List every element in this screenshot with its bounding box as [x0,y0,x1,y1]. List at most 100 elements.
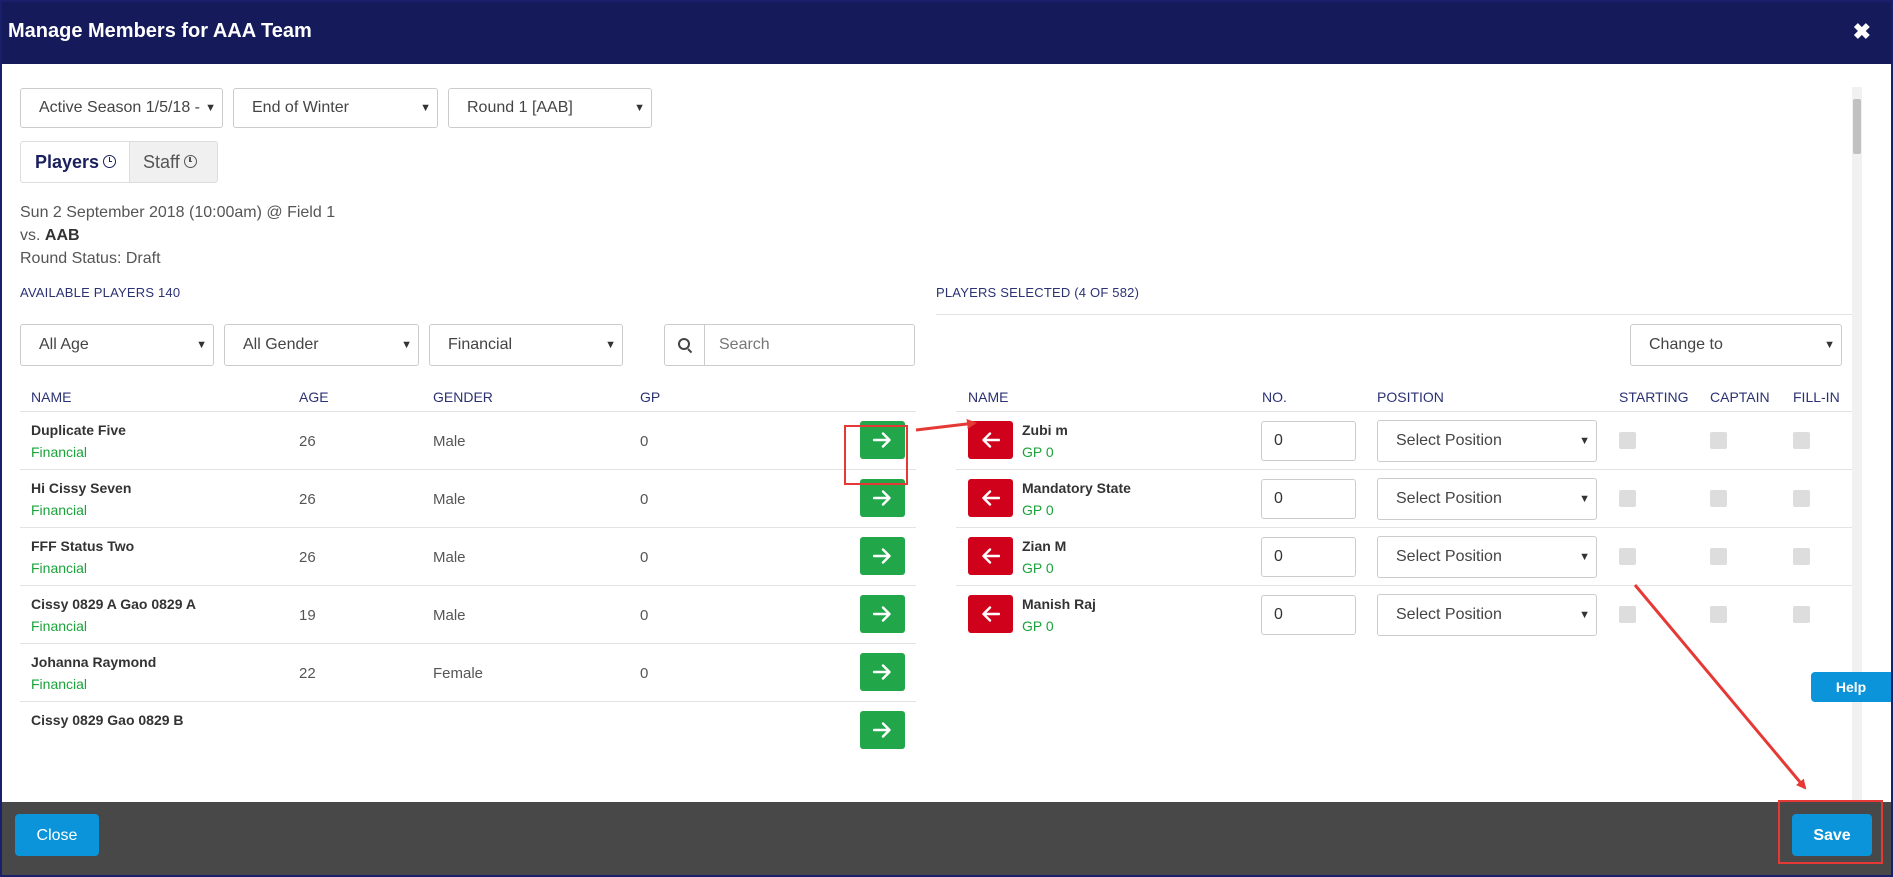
position-select[interactable]: Select Position ▼ [1377,420,1597,462]
arrow-left-icon [982,548,1000,564]
column-header-gender: GENDER [433,389,493,405]
position-select[interactable]: Select Position ▼ [1377,594,1597,636]
remove-player-button[interactable] [968,479,1013,517]
player-name: Cissy 0829 Gao 0829 B [31,712,184,728]
player-gender: Female [433,665,484,682]
player-gp: 0 [640,491,649,508]
add-player-button[interactable] [860,537,905,575]
arrow-right-icon [873,548,891,564]
add-player-button[interactable] [860,653,905,691]
match-opponent-line: vs. AAB [20,227,80,245]
player-number-input[interactable] [1261,421,1356,461]
starting-checkbox[interactable] [1619,432,1636,449]
modal-header: Manage Members for AAA Team ✖ [2,2,1891,64]
arrow-right-icon [873,664,891,680]
position-select[interactable]: Select Position ▼ [1377,536,1597,578]
column-header-position: POSITION [1377,389,1444,405]
tab-players[interactable]: Players [20,141,130,183]
player-gp: 0 [640,549,649,566]
player-number-input[interactable] [1261,537,1356,577]
column-header-name: NAME [31,389,72,405]
column-header-gp: GP [640,389,661,405]
player-gp: 0 [640,433,649,450]
divider [936,314,1852,315]
player-gender: Male [433,491,466,508]
age-filter-select[interactable]: All Age ▼ [20,324,214,366]
arrow-right-icon [873,606,891,622]
selected-player-name: Manish Raj [1022,596,1096,612]
clock-icon [183,154,197,168]
starting-checkbox[interactable] [1619,548,1636,565]
starting-checkbox[interactable] [1619,606,1636,623]
financial-filter-select[interactable]: Financial ▼ [429,324,623,366]
column-header-starting: STARTING [1619,389,1689,405]
close-button[interactable]: Close [15,814,99,856]
season-select-value: Active Season 1/5/18 - [39,99,200,116]
chevron-down-icon: ▼ [605,339,616,351]
position-select-value: Select Position [1396,432,1502,449]
chevron-down-icon: ▼ [1579,493,1590,505]
divider [20,411,916,412]
starting-checkbox[interactable] [1619,490,1636,507]
add-player-button[interactable] [860,595,905,633]
arrow-left-icon [982,432,1000,448]
add-player-button[interactable] [860,421,905,459]
gender-filter-select[interactable]: All Gender ▼ [224,324,419,366]
player-number-input[interactable] [1261,479,1356,519]
column-header-fillin: FILL-IN [1793,389,1840,405]
divider [20,527,916,528]
modal-scrollbar[interactable] [1852,87,1862,802]
financial-filter-value: Financial [448,336,513,353]
scrollbar-thumb[interactable] [1853,99,1861,154]
help-button[interactable]: Help [1811,672,1891,702]
remove-player-button[interactable] [968,537,1013,575]
column-header-captain: CAPTAIN [1710,389,1770,405]
fillin-checkbox[interactable] [1793,606,1810,623]
chevron-down-icon: ▼ [1579,609,1590,621]
add-player-button[interactable] [860,711,905,749]
fillin-checkbox[interactable] [1793,432,1810,449]
chevron-down-icon: ▼ [1579,551,1590,563]
change-to-value: Change to [1649,336,1723,353]
match-datetime: Sun 2 September 2018 (10:00am) @ Field 1 [20,204,336,221]
remove-player-button[interactable] [968,595,1013,633]
captain-checkbox[interactable] [1710,432,1727,449]
player-age: 19 [299,607,316,624]
player-name: Cissy 0829 A Gao 0829 A [31,596,196,612]
captain-checkbox[interactable] [1710,548,1727,565]
fillin-checkbox[interactable] [1793,548,1810,565]
position-select-value: Select Position [1396,548,1502,565]
player-age: 22 [299,665,316,682]
round-select[interactable]: Round 1 [AAB] ▼ [448,88,652,128]
column-header-no: NO. [1262,389,1287,405]
search-button[interactable] [664,324,705,366]
chevron-down-icon: ▼ [196,339,207,351]
search-input[interactable] [704,324,915,366]
player-number-input[interactable] [1261,595,1356,635]
opponent-name: AAB [44,227,80,244]
tab-staff[interactable]: Staff [130,141,218,183]
player-gender: Male [433,549,466,566]
season-select[interactable]: Active Season 1/5/18 - ▼ [20,88,223,128]
player-status: Financial [31,618,88,634]
player-status: Financial [31,502,88,518]
fillin-checkbox[interactable] [1793,490,1810,507]
chevron-down-icon: ▼ [420,102,431,114]
chevron-down-icon: ▼ [1579,435,1590,447]
selected-player-name: Zian M [1022,538,1067,554]
player-gender: Male [433,433,466,450]
divider [956,527,1852,528]
player-age: 26 [299,433,316,450]
position-select[interactable]: Select Position ▼ [1377,478,1597,520]
save-button[interactable]: Save [1792,814,1872,856]
change-to-select[interactable]: Change to ▼ [1630,324,1842,366]
close-icon[interactable]: ✖ [1852,19,1871,44]
captain-checkbox[interactable] [1710,490,1727,507]
add-player-button[interactable] [860,479,905,517]
captain-checkbox[interactable] [1710,606,1727,623]
tab-players-label: Players [35,152,100,172]
period-select[interactable]: End of Winter ▼ [233,88,438,128]
divider [956,469,1852,470]
remove-player-button[interactable] [968,421,1013,459]
modal-body: Active Season 1/5/18 - ▼ End of Winter ▼… [2,64,1891,802]
